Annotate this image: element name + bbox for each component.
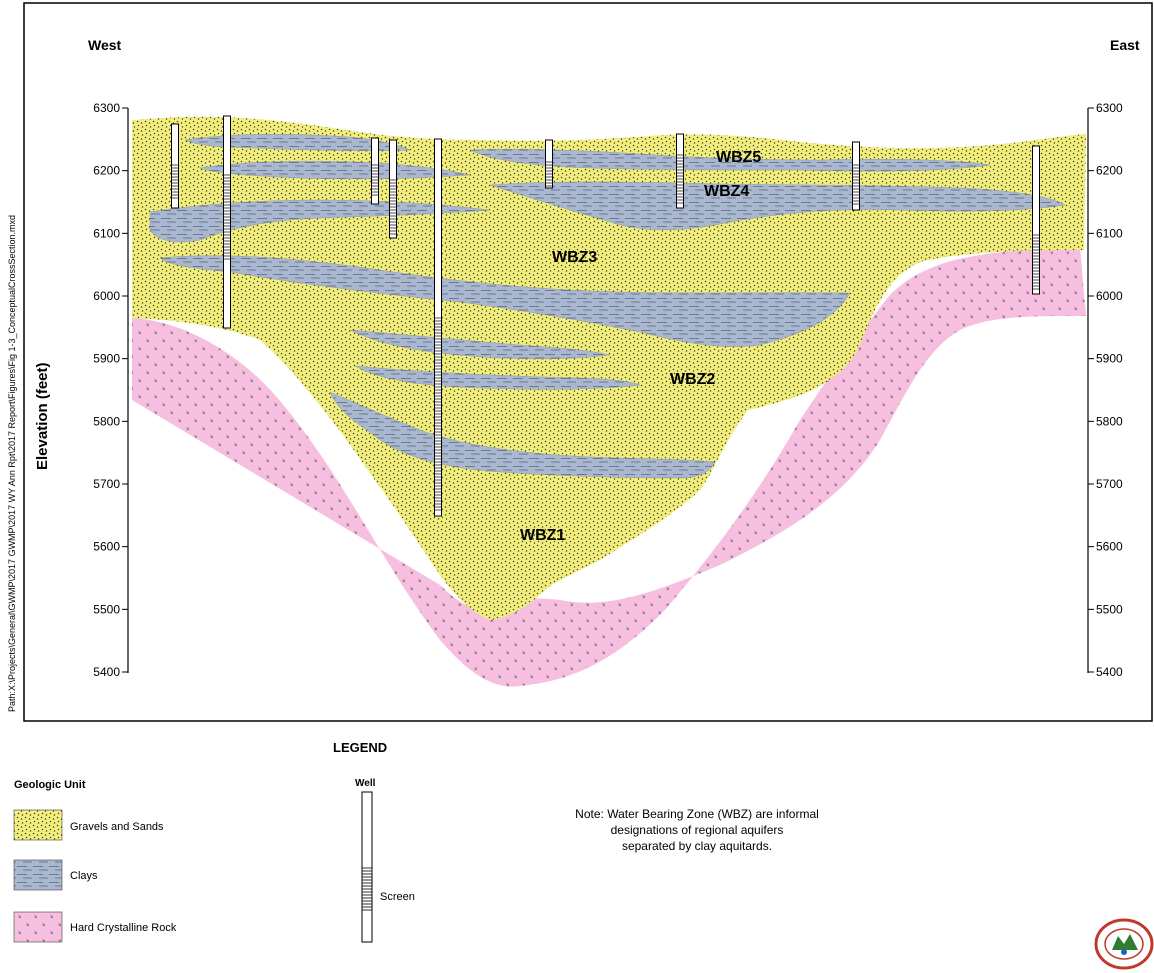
- legend-title: LEGEND: [333, 740, 387, 755]
- well-symbol: [545, 139, 553, 189]
- left-tick-label: 5700: [93, 477, 120, 491]
- note-line-2: designations of regional aquifers: [611, 823, 784, 837]
- right-tick-label: 5700: [1096, 477, 1123, 491]
- left-tick-label: 5900: [93, 352, 120, 366]
- well-symbol: [171, 123, 179, 209]
- legend-label-clay: Clays: [70, 870, 98, 882]
- clay-lens: [354, 365, 641, 390]
- right-tick-label: 5500: [1096, 602, 1123, 616]
- zone-label-wbz5: WBZ5: [716, 149, 761, 166]
- well-symbol: [434, 138, 442, 517]
- right-tick-label: 5400: [1096, 665, 1123, 679]
- figure-border: [23, 2, 1153, 722]
- well-symbol: [223, 115, 231, 329]
- left-tick-label: 6000: [93, 289, 120, 303]
- side-path-text: Path:X:\Projects\General\GWMP\2017 GWMP\…: [7, 215, 17, 712]
- clay-lens: [489, 181, 1066, 230]
- left-tick-label: 5800: [93, 414, 120, 428]
- west-label: West: [88, 37, 122, 53]
- legend-well-title: Well: [355, 778, 376, 789]
- clay-lens: [184, 134, 411, 152]
- well-symbol: [852, 141, 860, 211]
- clay-lens: [159, 255, 851, 347]
- clay-lens: [329, 391, 716, 479]
- legend-well-symbol: [361, 791, 373, 943]
- well-symbol: [676, 133, 684, 209]
- legend-label-rock: Hard Crystalline Rock: [70, 922, 177, 934]
- well-symbol: [371, 137, 379, 205]
- cross-section: [132, 116, 1086, 687]
- legend-geologic-unit-title: Geologic Unit: [14, 779, 86, 791]
- zone-label-wbz4: WBZ4: [704, 183, 749, 200]
- zone-label-wbz2: WBZ2: [670, 371, 715, 388]
- right-tick-label: 6300: [1096, 101, 1123, 115]
- note-line-3: separated by clay aquitards.: [622, 839, 772, 853]
- legend-swatch-clay: [13, 859, 63, 891]
- wells: [171, 115, 1040, 517]
- legend-swatch-gravel: [13, 809, 63, 841]
- legend-swatch-rock: [13, 911, 63, 943]
- well-symbol: [389, 139, 397, 239]
- gravel-body: [132, 116, 1086, 620]
- left-tick-label: 6300: [93, 101, 120, 115]
- clay-lens: [149, 199, 491, 243]
- clay-lens: [199, 160, 471, 180]
- left-tick-label: 5400: [93, 665, 120, 679]
- zone-label-wbz1: WBZ1: [520, 527, 565, 544]
- left-tick-label: 5600: [93, 540, 120, 554]
- right-tick-label: 6100: [1096, 226, 1123, 240]
- well-symbol: [1032, 145, 1040, 295]
- left-tick-label: 6100: [93, 226, 120, 240]
- left-axis-ticks: 6300 6200 6100 6000 5900 5800 5700 5600 5500 5400: [93, 101, 128, 679]
- legend-well-screen: [362, 867, 372, 911]
- elevation-axis-label: Elevation (feet): [34, 362, 51, 470]
- note-line-1: Note: Water Bearing Zone (WBZ) are infor…: [575, 807, 819, 821]
- right-tick-label: 6000: [1096, 289, 1123, 303]
- right-tick-label: 5600: [1096, 540, 1123, 554]
- legend-label-gravel: Gravels and Sands: [70, 821, 164, 833]
- clay-lens: [349, 329, 611, 360]
- right-tick-label: 5800: [1096, 414, 1123, 428]
- right-axis-ticks: 6300 6200 6100 6000 5900 5800 5700 5600 5500 5400: [1088, 101, 1123, 679]
- legend-screen-label: Screen: [380, 891, 415, 903]
- agency-seal-logo: [1094, 918, 1154, 970]
- east-label: East: [1110, 37, 1140, 53]
- left-tick-label: 5500: [93, 602, 120, 616]
- left-tick-label: 6200: [93, 164, 120, 178]
- zone-label-wbz3: WBZ3: [552, 249, 597, 266]
- right-tick-label: 6200: [1096, 164, 1123, 178]
- right-tick-label: 5900: [1096, 352, 1123, 366]
